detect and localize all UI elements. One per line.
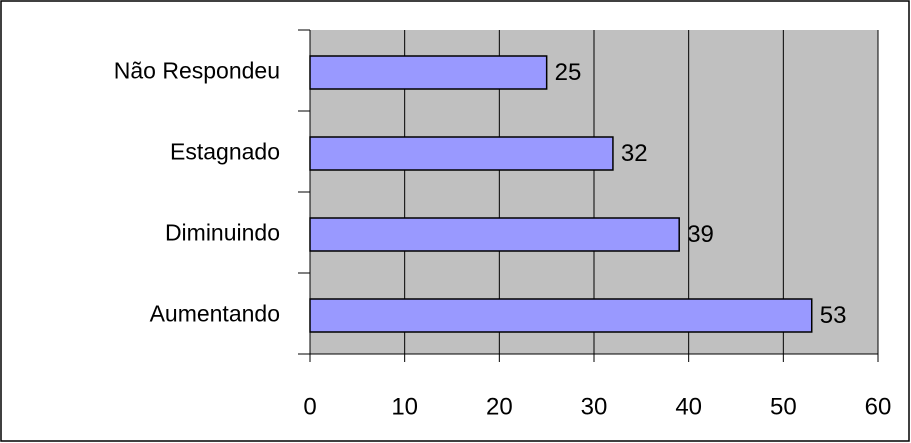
y-tick-label: Aumentando	[150, 301, 280, 327]
data-label: 53	[820, 302, 847, 329]
data-label: 25	[555, 59, 582, 86]
x-tick-label: 30	[581, 393, 608, 420]
y-tick-label: Diminuindo	[165, 220, 280, 246]
y-tick-label: Estagnado	[170, 139, 280, 165]
bar	[309, 298, 813, 333]
x-tick-label: 40	[675, 393, 702, 420]
bar	[309, 55, 548, 90]
data-label: 32	[621, 140, 648, 167]
y-tick-label: Não Respondeu	[114, 58, 280, 84]
x-tick-label: 20	[486, 393, 513, 420]
bar	[309, 136, 614, 171]
bar	[309, 217, 680, 252]
x-tick-label: 10	[391, 393, 418, 420]
x-tick-label: 0	[303, 393, 316, 420]
x-tick-label: 60	[865, 393, 892, 420]
x-tick-label: 50	[770, 393, 797, 420]
data-label: 39	[687, 221, 714, 248]
